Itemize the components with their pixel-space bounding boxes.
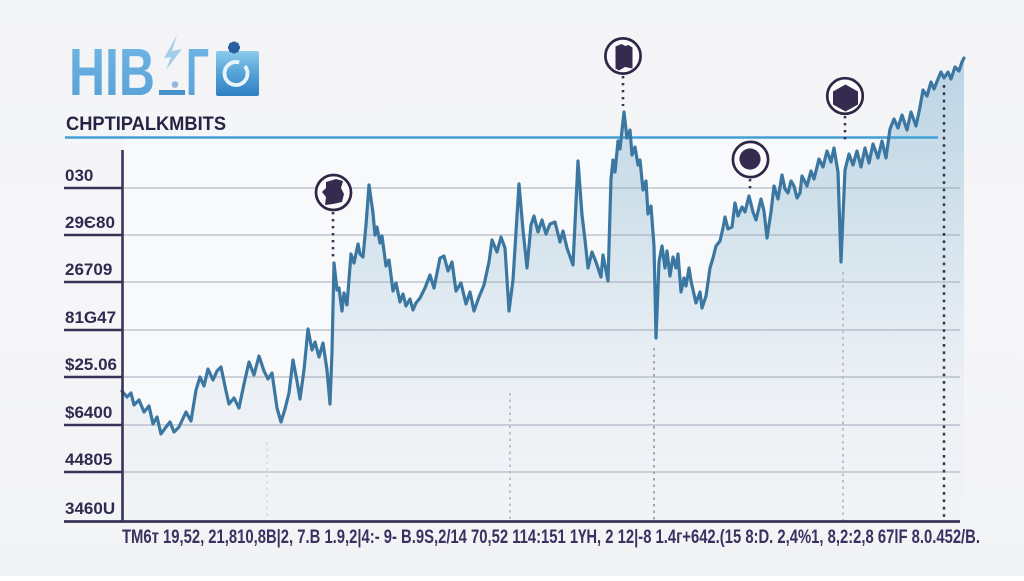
svg-text:TM6т 19,52, 21,810,8B|2, 7.B 1: TM6т 19,52, 21,810,8B|2, 7.B 1.9,2|4:- 9… bbox=[122, 527, 980, 548]
svg-text:44805: 44805 bbox=[65, 450, 112, 469]
svg-text:Г: Г bbox=[186, 35, 209, 110]
svg-text:3460U: 3460U bbox=[65, 499, 115, 518]
svg-text:29Є80: 29Є80 bbox=[65, 213, 115, 232]
svg-text:$25.06: $25.06 bbox=[65, 355, 117, 374]
svg-text:HIB: HIB bbox=[69, 35, 155, 110]
svg-text:CHPTIPALKMBITS: CHPTIPALKMBITS bbox=[66, 113, 226, 135]
svg-text:$6400: $6400 bbox=[65, 403, 112, 422]
svg-text:81G47: 81G47 bbox=[65, 308, 116, 327]
svg-text:26709: 26709 bbox=[65, 260, 112, 279]
svg-text:030: 030 bbox=[65, 166, 93, 185]
